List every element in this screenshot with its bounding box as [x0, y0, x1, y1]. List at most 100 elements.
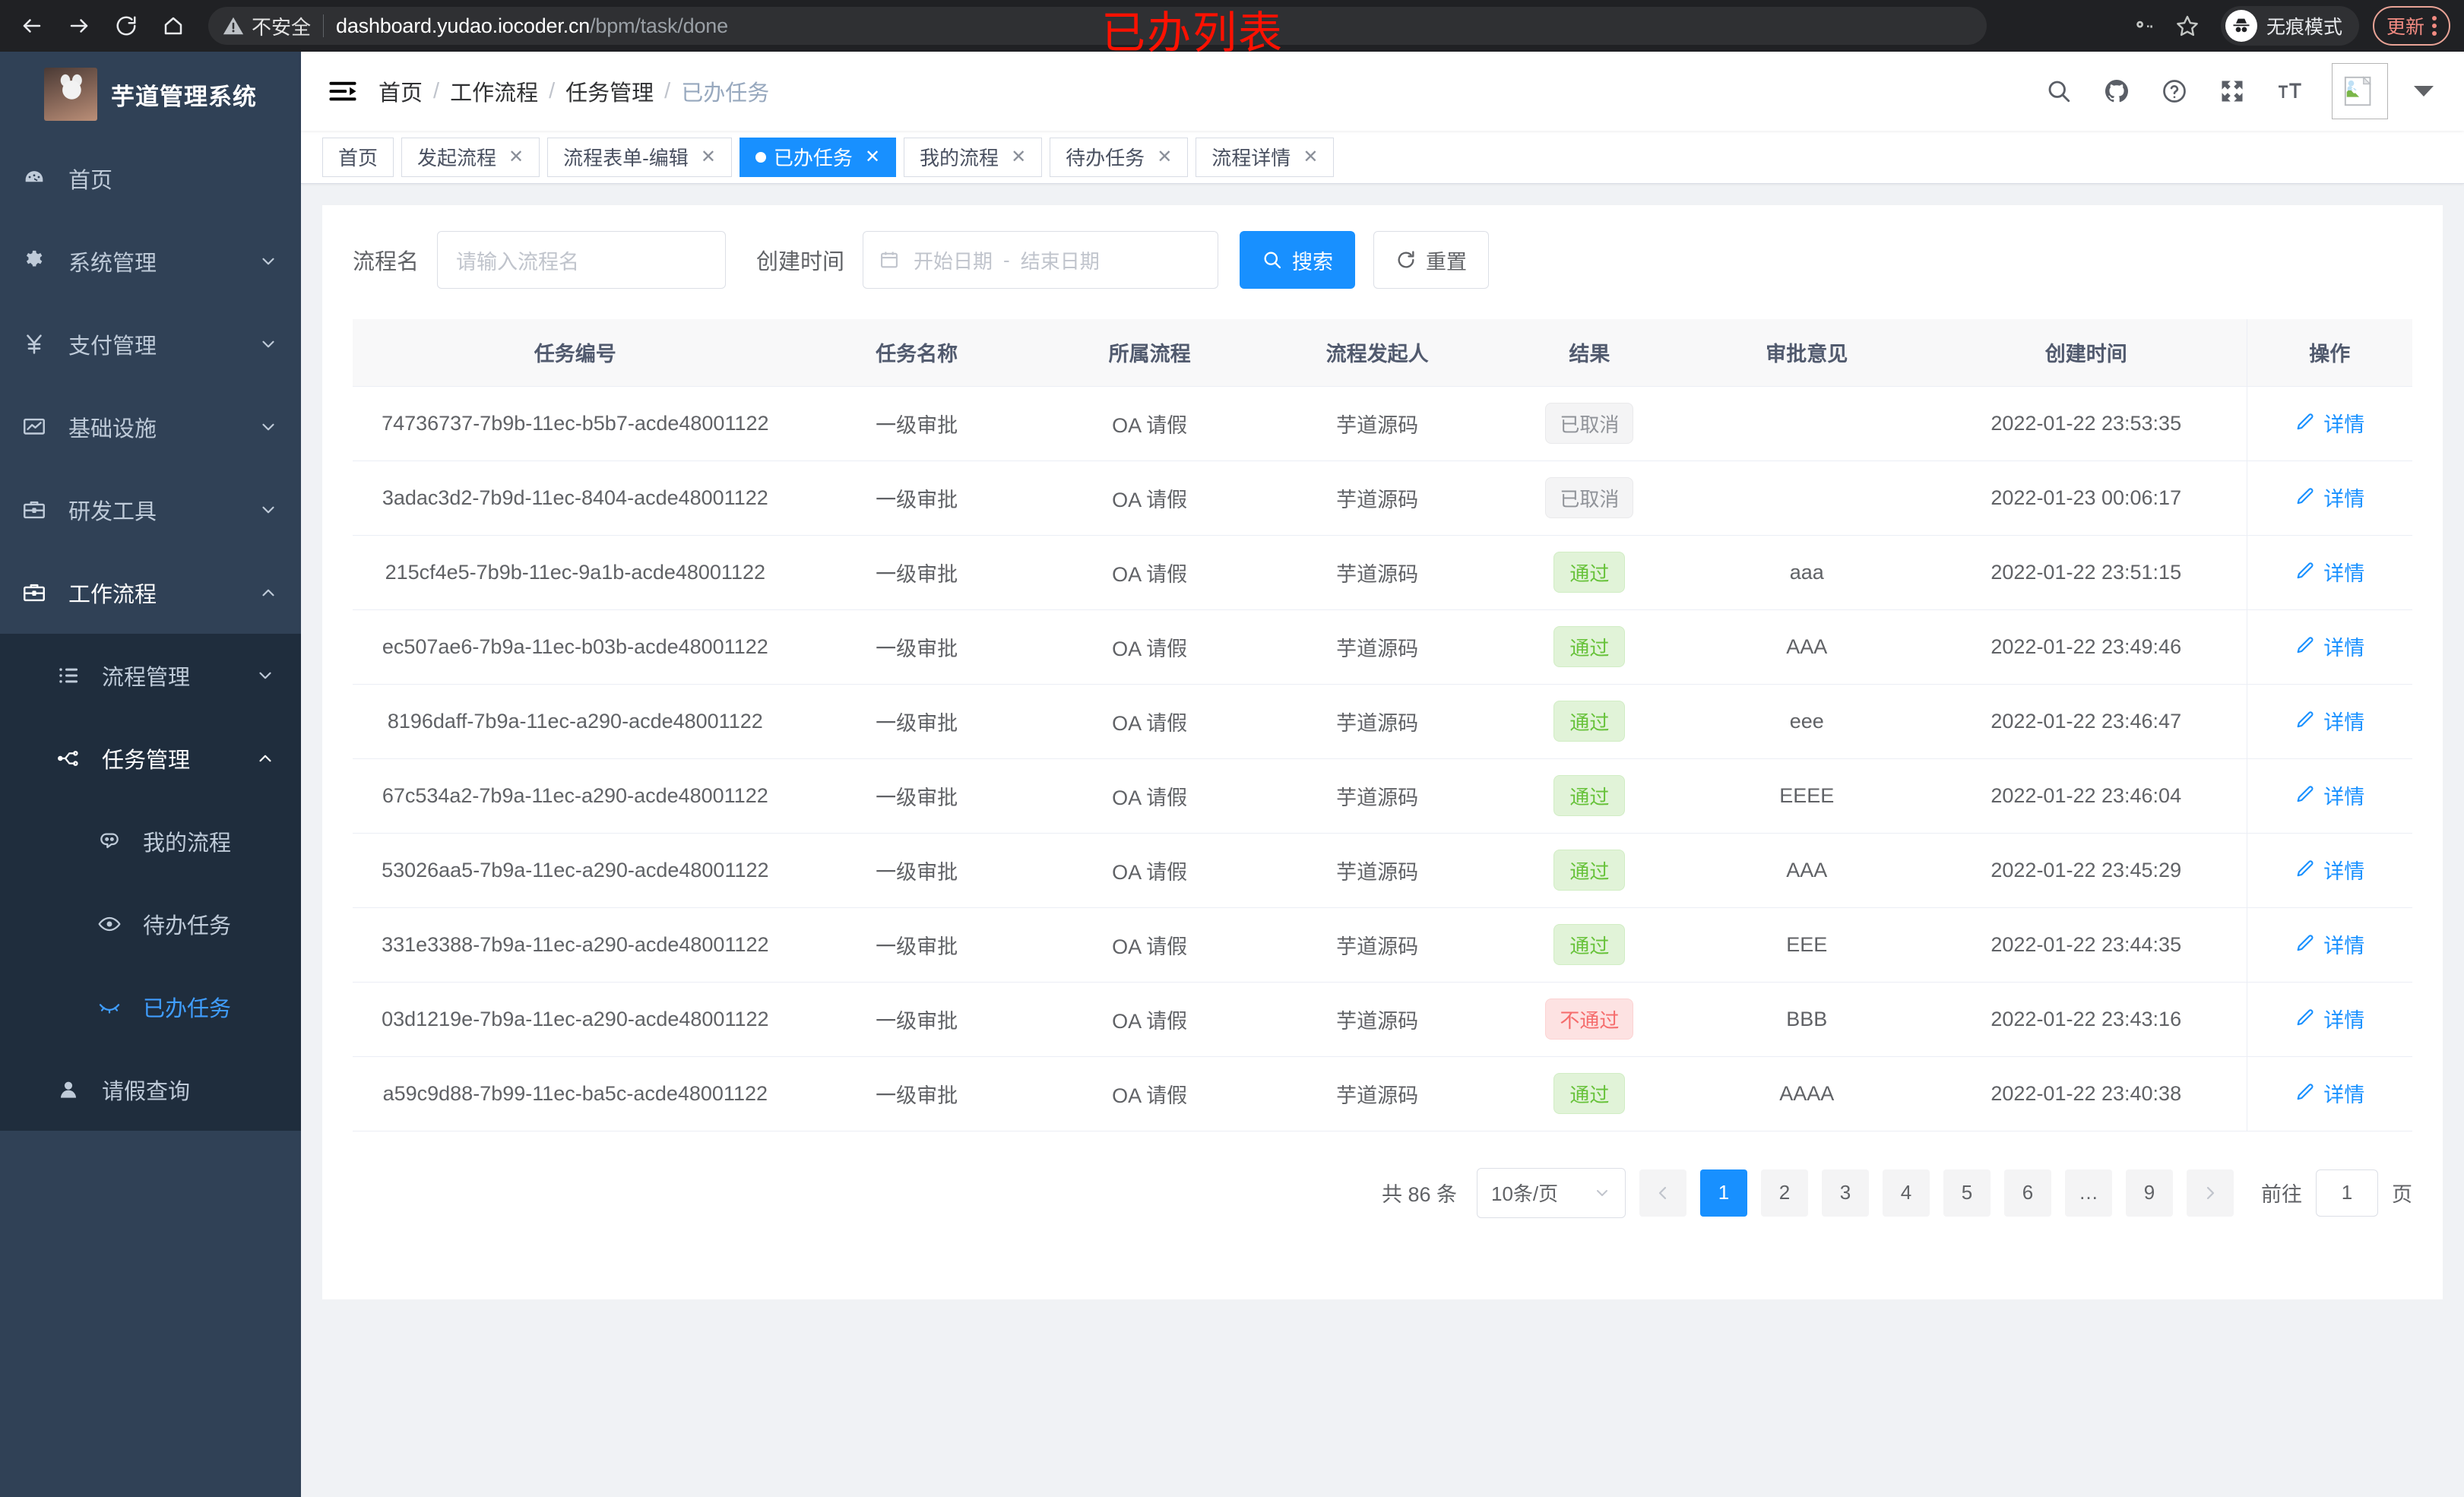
- kebab-menu-icon[interactable]: [2432, 16, 2437, 36]
- sidebar-item-payment[interactable]: 支付管理: [0, 302, 301, 385]
- table-row[interactable]: 8196daff-7b9a-11ec-a290-acde48001122 一级审批…: [353, 684, 2412, 759]
- reload-button[interactable]: [105, 5, 147, 47]
- next-page-button[interactable]: [2187, 1169, 2234, 1217]
- create-time-range-picker[interactable]: 开始日期 - 结束日期: [863, 231, 1219, 289]
- github-icon[interactable]: [2101, 75, 2133, 107]
- cell-process: OA 请假: [1035, 907, 1264, 983]
- pencil-edit-icon: [2297, 711, 2314, 728]
- page-button-5[interactable]: 5: [1943, 1169, 1991, 1217]
- sidebar-item-done-task[interactable]: 已办任务: [0, 965, 301, 1048]
- password-key-button[interactable]: [2124, 6, 2163, 46]
- close-icon[interactable]: ✕: [700, 146, 716, 167]
- chevron-down-icon[interactable]: [2414, 86, 2434, 97]
- search-icon[interactable]: [2043, 75, 2075, 107]
- close-icon[interactable]: ✕: [1157, 146, 1173, 167]
- detail-label: 详情: [2323, 934, 2365, 957]
- update-button[interactable]: 更新: [2372, 6, 2450, 46]
- tab-process-detail[interactable]: 流程详情 ✕: [1196, 137, 1335, 177]
- back-button[interactable]: [11, 5, 53, 47]
- home-button[interactable]: [152, 5, 195, 47]
- prev-page-button[interactable]: [1639, 1169, 1686, 1217]
- breadcrumb-item-workflow[interactable]: 工作流程: [450, 81, 539, 106]
- pencil-edit-icon: [2297, 1084, 2314, 1100]
- table-row[interactable]: 03d1219e-7b9a-11ec-a290-acde48001122 一级审批…: [353, 982, 2412, 1057]
- sidebar-item-leave-query[interactable]: 请假查询: [0, 1048, 301, 1131]
- detail-button[interactable]: 详情: [2295, 1078, 2364, 1108]
- tab-my-process[interactable]: 我的流程 ✕: [904, 137, 1043, 177]
- page-button-2[interactable]: 2: [1761, 1169, 1808, 1217]
- search-button[interactable]: 搜索: [1240, 231, 1356, 289]
- sidebar-item-home[interactable]: 首页: [0, 137, 301, 220]
- sidebar-item-infrastructure[interactable]: 基础设施: [0, 385, 301, 468]
- incognito-badge[interactable]: 无痕模式: [2220, 6, 2359, 46]
- detail-button[interactable]: 详情: [2295, 929, 2364, 959]
- reset-button[interactable]: 重置: [1373, 231, 1490, 289]
- font-size-icon[interactable]: [2274, 75, 2306, 107]
- fullscreen-icon[interactable]: [2216, 75, 2248, 107]
- help-circle-icon[interactable]: [2158, 75, 2190, 107]
- column-task-id[interactable]: 任务编号: [353, 319, 798, 387]
- forward-button[interactable]: [58, 5, 100, 47]
- close-icon[interactable]: ✕: [508, 146, 524, 167]
- sidebar-logo[interactable]: 芋道管理系统: [0, 52, 301, 137]
- tab-start-process[interactable]: 发起流程 ✕: [401, 137, 540, 177]
- sidebar-item-todo-task[interactable]: 待办任务: [0, 882, 301, 965]
- detail-button[interactable]: 详情: [2295, 780, 2364, 810]
- table-row[interactable]: 67c534a2-7b9a-11ec-a290-acde48001122 一级审批…: [353, 758, 2412, 834]
- close-icon[interactable]: ✕: [1011, 146, 1027, 167]
- table-row[interactable]: 215cf4e5-7b9b-11ec-9a1b-acde48001122 一级审批…: [353, 535, 2412, 610]
- page-button-3[interactable]: 3: [1822, 1169, 1869, 1217]
- column-initiator[interactable]: 流程发起人: [1263, 319, 1491, 387]
- table-row[interactable]: 331e3388-7b9a-11ec-a290-acde48001122 一级审批…: [353, 907, 2412, 983]
- status-badge: 已取消: [1545, 403, 1634, 444]
- table-row[interactable]: ec507ae6-7b9a-11ec-b03b-acde48001122 一级审批…: [353, 609, 2412, 685]
- close-icon[interactable]: ✕: [864, 146, 881, 167]
- page-ellipsis[interactable]: …: [2065, 1169, 2112, 1217]
- process-name-input[interactable]: 请输入流程名: [437, 231, 727, 289]
- column-result[interactable]: 结果: [1490, 319, 1688, 387]
- sidebar-item-my-process[interactable]: 我的流程: [0, 799, 301, 882]
- detail-button[interactable]: 详情: [2295, 631, 2364, 661]
- detail-label: 详情: [2323, 785, 2365, 809]
- breadcrumb-item-task-manage[interactable]: 任务管理: [565, 81, 654, 106]
- column-comment[interactable]: 审批意见: [1687, 319, 1926, 387]
- sidebar-item-task-manage[interactable]: 任务管理: [0, 717, 301, 799]
- tab-process-form-edit[interactable]: 流程表单-编辑 ✕: [547, 137, 732, 177]
- filter-bar: 流程名 请输入流程名 创建时间 开始日期 - 结束日期 搜索: [353, 231, 2412, 289]
- tab-done-task[interactable]: 已办任务 ✕: [739, 137, 897, 177]
- hamburger-icon[interactable]: [327, 75, 359, 107]
- tab-home[interactable]: 首页: [322, 137, 394, 177]
- tab-label: 流程表单-编辑: [563, 147, 689, 169]
- tab-todo-task[interactable]: 待办任务 ✕: [1050, 137, 1189, 177]
- detail-button[interactable]: 详情: [2295, 408, 2364, 438]
- table-row[interactable]: a59c9d88-7b99-11ec-ba5c-acde48001122 一级审批…: [353, 1056, 2412, 1131]
- sidebar-item-devtools[interactable]: 研发工具: [0, 468, 301, 551]
- column-created-time[interactable]: 创建时间: [1925, 319, 2247, 387]
- sidebar-item-system[interactable]: 系统管理: [0, 220, 301, 302]
- column-task-name[interactable]: 任务名称: [797, 319, 1036, 387]
- page-size-select[interactable]: 10条/页: [1477, 1167, 1626, 1218]
- detail-button[interactable]: 详情: [2295, 855, 2364, 885]
- detail-button[interactable]: 详情: [2295, 1004, 2364, 1033]
- detail-button[interactable]: 详情: [2295, 483, 2364, 512]
- page-button-1[interactable]: 1: [1700, 1169, 1747, 1217]
- cell-task-name: 一级审批: [797, 982, 1036, 1057]
- detail-button[interactable]: 详情: [2295, 557, 2364, 587]
- table-row[interactable]: 3adac3d2-7b9d-11ec-8404-acde48001122 一级审批…: [353, 460, 2412, 536]
- page-button-9[interactable]: 9: [2126, 1169, 2173, 1217]
- breadcrumb-item-home[interactable]: 首页: [378, 81, 423, 106]
- column-process[interactable]: 所属流程: [1035, 319, 1264, 387]
- table-row[interactable]: 74736737-7b9b-11ec-b5b7-acde48001122 一级审批…: [353, 386, 2412, 461]
- sidebar-item-workflow[interactable]: 工作流程: [0, 551, 301, 634]
- sidebar-item-process-manage[interactable]: 流程管理: [0, 634, 301, 717]
- cell-initiator: 芋道源码: [1263, 386, 1491, 461]
- page-button-6[interactable]: 6: [2004, 1169, 2051, 1217]
- jump-page-input[interactable]: 1: [2316, 1169, 2378, 1217]
- table-row[interactable]: 53026aa5-7b9a-11ec-a290-acde48001122 一级审批…: [353, 833, 2412, 908]
- bookmark-button[interactable]: [2168, 6, 2207, 46]
- avatar[interactable]: [2332, 63, 2388, 119]
- detail-button[interactable]: 详情: [2295, 706, 2364, 736]
- address-bar[interactable]: 不安全 dashboard.yudao.iocoder.cn/bpm/task/…: [208, 7, 1987, 45]
- page-button-4[interactable]: 4: [1883, 1169, 1930, 1217]
- close-icon[interactable]: ✕: [1303, 146, 1319, 167]
